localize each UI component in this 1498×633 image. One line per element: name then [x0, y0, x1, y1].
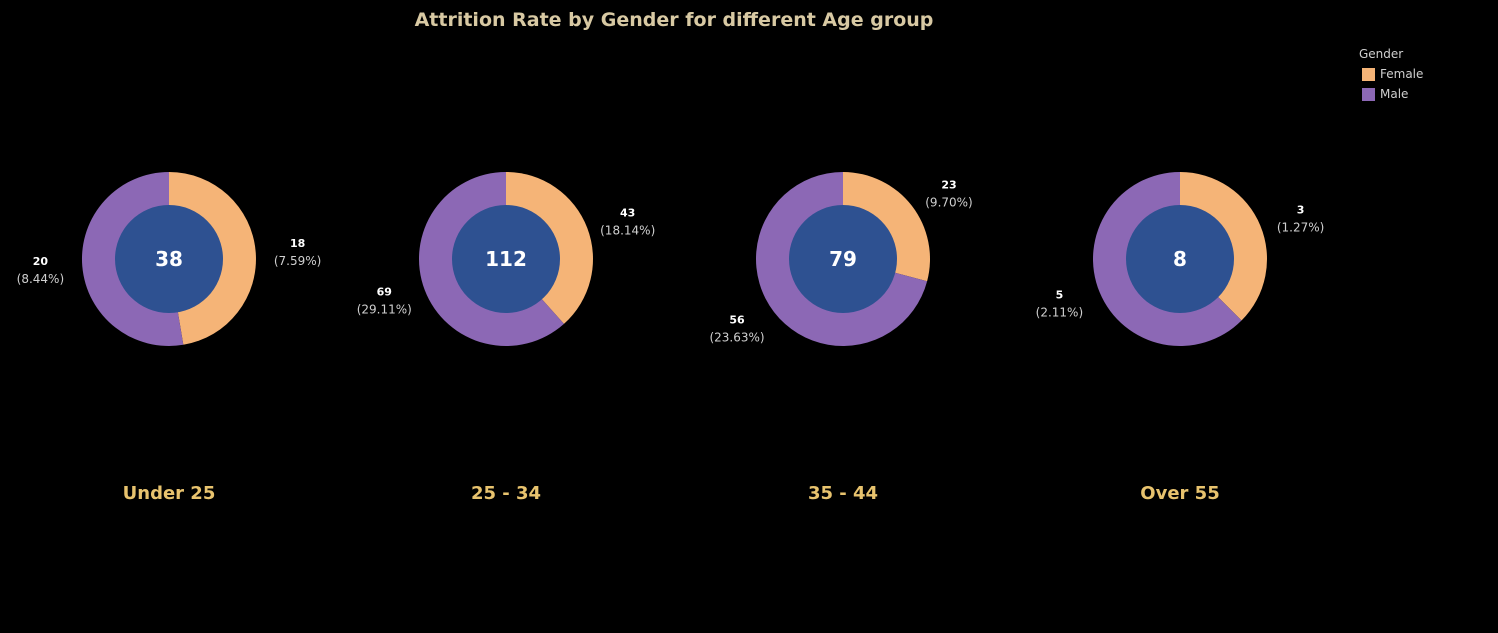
- donut-total-1: 112: [485, 247, 527, 271]
- slice-percent-label-female-3: (1.27%): [1277, 221, 1324, 235]
- slice-value-label-male-3: 5: [1056, 289, 1064, 302]
- chart-title: Attrition Rate by Gender for different A…: [414, 9, 934, 31]
- age-group-label-1: 25 - 34: [471, 483, 541, 504]
- slice-value-label-female-0: 18: [290, 237, 305, 250]
- legend-item-female[interactable]: Female: [1359, 64, 1423, 84]
- legend-label-male: Male: [1380, 87, 1409, 101]
- donut-center-3: [1126, 205, 1234, 313]
- legend-swatch-male: [1362, 87, 1375, 101]
- slice-value-label-male-0: 20: [33, 255, 49, 268]
- donut-group-1: 43 (18.14%) 69 (29.11%) 112 25 - 34: [357, 172, 655, 504]
- donut-group-2: 23 (9.70%) 56 (23.63%) 79 35 - 44: [709, 171, 973, 504]
- slice-value-label-female-2: 23: [941, 178, 956, 191]
- donut-total-0: 38: [155, 247, 183, 271]
- age-group-label-0: Under 25: [123, 483, 216, 504]
- legend: Gender Female Male: [1359, 47, 1423, 104]
- legend-item-male[interactable]: Male: [1359, 84, 1423, 104]
- donut-total-3: 8: [1173, 247, 1187, 271]
- slice-value-label-male-1: 69: [377, 286, 392, 299]
- slice-percent-label-female-2: (9.70%): [925, 195, 972, 209]
- age-group-label-3: Over 55: [1140, 483, 1219, 504]
- slice-value-label-male-2: 56: [729, 314, 745, 327]
- slice-percent-label-male-0: (8.44%): [17, 272, 64, 286]
- donut-center-1: [452, 205, 560, 313]
- legend-label-female: Female: [1380, 67, 1424, 81]
- slice-value-label-female-3: 3: [1297, 204, 1305, 217]
- donut-group-3: 3 (1.27%) 5 (2.11%) 8 Over 55: [1036, 171, 1324, 504]
- slice-percent-label-male-1: (29.11%): [357, 303, 412, 317]
- age-group-label-2: 35 - 44: [808, 483, 878, 504]
- legend-swatch-female: [1362, 67, 1375, 81]
- donut-center-2: [789, 205, 897, 313]
- slice-percent-label-male-2: (23.63%): [709, 331, 764, 345]
- slice-percent-label-female-1: (18.14%): [600, 223, 655, 237]
- slice-percent-label-female-0: (7.59%): [274, 254, 321, 268]
- donut-total-2: 79: [829, 247, 857, 271]
- donut-center-0: [115, 205, 223, 313]
- slice-value-label-female-1: 43: [620, 206, 635, 219]
- donut-group-0: 18 (7.59%) 20 (8.44%) 38 Under 25: [17, 172, 321, 504]
- legend-title: Gender: [1359, 47, 1404, 61]
- slice-percent-label-male-3: (2.11%): [1036, 306, 1083, 320]
